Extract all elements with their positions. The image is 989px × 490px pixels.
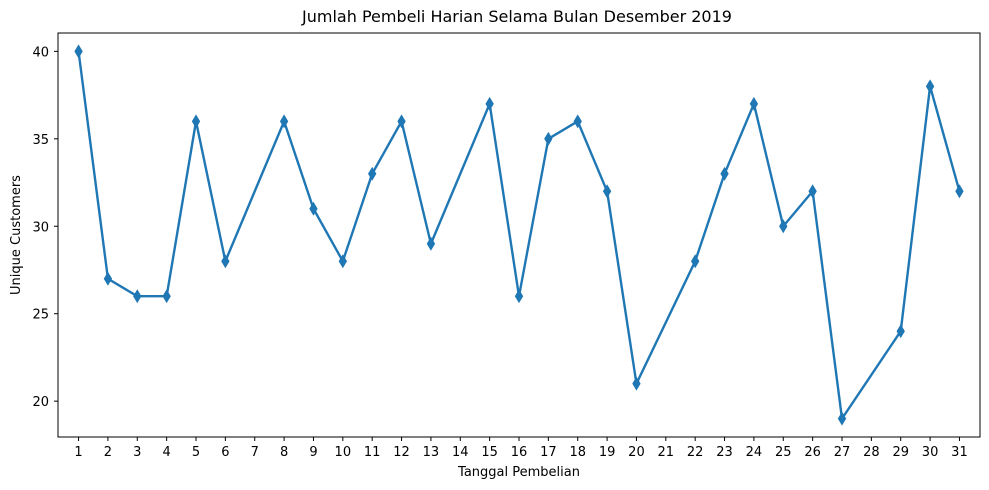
x-tick-label: 28 xyxy=(863,445,880,460)
data-point-marker xyxy=(485,96,494,111)
x-tick-label: 4 xyxy=(163,445,171,460)
data-point-marker xyxy=(925,79,935,94)
x-tick-label: 21 xyxy=(658,445,675,460)
data-point-marker xyxy=(74,44,83,59)
data-point-marker xyxy=(837,411,847,426)
data-point-marker xyxy=(779,219,788,234)
x-tick-label: 26 xyxy=(804,445,821,460)
data-point-marker xyxy=(896,324,905,339)
x-tick-label: 10 xyxy=(335,445,352,460)
x-tick-label: 14 xyxy=(452,445,469,460)
y-tick-label: 20 xyxy=(32,395,49,410)
x-tick-label: 31 xyxy=(951,445,968,460)
y-axis-title: Unique Customers xyxy=(9,175,24,295)
chart-title: Jumlah Pembeli Harian Selama Bulan Desem… xyxy=(301,7,732,26)
x-tick-label: 5 xyxy=(192,445,200,460)
data-point-marker xyxy=(426,236,436,251)
x-tick-label: 8 xyxy=(280,445,288,460)
series-line xyxy=(77,51,961,420)
x-tick-label: 7 xyxy=(251,445,259,460)
x-tick-label: 30 xyxy=(922,445,939,460)
x-tick-label: 24 xyxy=(746,445,763,460)
data-point-marker xyxy=(749,96,759,111)
data-point-marker xyxy=(368,166,377,181)
data-point-marker xyxy=(632,376,641,391)
x-tick-label: 22 xyxy=(687,445,704,460)
x-tick-label: 3 xyxy=(133,445,141,460)
x-tick-label: 17 xyxy=(540,445,557,460)
y-tick-label: 25 xyxy=(32,308,49,323)
data-point-marker xyxy=(720,166,729,181)
data-point-marker xyxy=(221,254,230,269)
data-point-marker xyxy=(133,289,142,304)
data-point-marker xyxy=(338,254,348,269)
data-point-marker xyxy=(573,114,582,129)
data-point-marker xyxy=(309,201,318,216)
x-tick-label: 19 xyxy=(599,445,616,460)
x-tick-label: 25 xyxy=(775,445,792,460)
data-point-marker xyxy=(103,271,113,286)
y-tick-label: 30 xyxy=(32,220,49,235)
y-tick-label: 40 xyxy=(32,45,49,60)
data-point-marker xyxy=(602,184,612,199)
x-tick-label: 18 xyxy=(569,445,586,460)
x-tick-label: 16 xyxy=(511,445,528,460)
x-tick-label: 20 xyxy=(628,445,645,460)
data-point-marker xyxy=(279,114,289,129)
data-point-marker xyxy=(191,114,201,129)
data-point-marker xyxy=(690,254,700,269)
x-axis-title: Tanggal Pembelian xyxy=(457,465,580,480)
x-tick-label: 29 xyxy=(892,445,909,460)
x-tick-label: 9 xyxy=(309,445,317,460)
x-tick-label: 1 xyxy=(74,445,82,460)
x-tick-label: 15 xyxy=(481,445,498,460)
x-tick-label: 6 xyxy=(221,445,229,460)
y-tick-label: 35 xyxy=(32,133,49,148)
series-layer xyxy=(74,44,964,426)
data-point-marker xyxy=(955,184,964,199)
x-tick-label: 11 xyxy=(364,445,381,460)
x-tick-label: 27 xyxy=(834,445,851,460)
data-point-marker xyxy=(808,184,817,199)
x-axis: 1 2 3 4 5 6 7 8 9 10 11 12 13 14 15 16 17 18 19 20 21 22 23 24 2… xyxy=(74,437,968,460)
data-point-marker xyxy=(514,289,524,304)
y-axis: 20 25 30 35 40 xyxy=(32,45,58,410)
plot-frame xyxy=(57,32,981,438)
x-tick-label: 12 xyxy=(393,445,410,460)
x-tick-label: 23 xyxy=(716,445,733,460)
data-point-marker xyxy=(397,114,406,129)
x-tick-label: 13 xyxy=(423,445,440,460)
data-point-marker xyxy=(162,289,171,304)
plot-area xyxy=(57,32,981,438)
x-tick-label: 2 xyxy=(104,445,112,460)
data-point-marker xyxy=(544,131,553,146)
